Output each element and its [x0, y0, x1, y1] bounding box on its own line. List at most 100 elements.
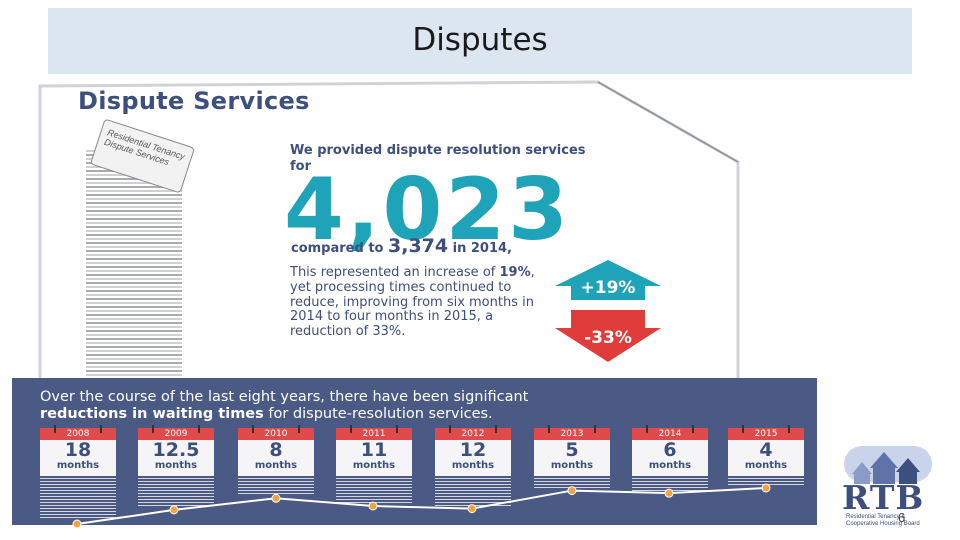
calendar-page: [632, 487, 708, 488]
calendar-page: [336, 496, 412, 497]
calendar-value: 6: [663, 439, 677, 461]
calendar-page: [138, 496, 214, 497]
paper-sheet: [86, 354, 182, 356]
calendar-page: [435, 493, 511, 494]
trend-point: [664, 488, 674, 498]
calendar-page: [40, 502, 116, 503]
paper-sheet: [86, 270, 182, 272]
paper-sheet: [86, 214, 182, 216]
paper-sheet: [86, 290, 182, 292]
calendar-ring-icon: [646, 425, 648, 433]
paper-sheet: [86, 210, 182, 212]
paper-sheet: [86, 302, 182, 304]
calendar-page: [336, 493, 412, 494]
calendar-page: [435, 481, 511, 482]
paper-sheet: [86, 362, 182, 364]
calendar-value: 12: [459, 439, 487, 461]
trend-point: [169, 505, 179, 515]
decrease-arrow-icon: -33%: [553, 310, 663, 362]
slide-title: Disputes: [412, 22, 548, 58]
calendar-year: 2013: [560, 429, 584, 439]
calendar-page: [40, 508, 116, 509]
calendar-page: [238, 490, 314, 491]
logo-mark: RTB: [842, 478, 925, 517]
calendar-page: [40, 490, 116, 491]
calendar-header: [728, 428, 804, 440]
banner-line-2-rest: for dispute-resolution services.: [263, 406, 493, 422]
calendar-page: [40, 484, 116, 485]
trend-point: [567, 486, 577, 496]
banner-text: Over the course of the last eight years,…: [40, 389, 780, 423]
banner-line-2-bold: reductions in waiting times: [40, 406, 264, 422]
calendar-ring-icon: [100, 425, 102, 433]
calendar-ring-icon: [198, 425, 200, 433]
paper-sheet: [86, 274, 182, 276]
decrease-badge: -33%: [584, 328, 632, 348]
total-disputes: 4,023: [284, 160, 572, 260]
calendar-page: [40, 481, 116, 482]
calendar-page: [632, 484, 708, 485]
paper-sheet: [86, 242, 182, 244]
slide-number: 6: [898, 510, 906, 525]
calendar-page: [435, 484, 511, 485]
paper-sheet: [86, 194, 182, 196]
calendar-page: [40, 493, 116, 494]
paper-sheet: [86, 262, 182, 264]
calendar-2012: 2012 12 months: [435, 425, 511, 476]
paper-sheet: [86, 282, 182, 284]
calendar-body: [435, 440, 511, 476]
paper-sheet: [86, 202, 182, 204]
lead-text: We provided dispute resolution services …: [290, 143, 586, 174]
calendar-unit: months: [56, 460, 100, 471]
paper-sheet: [86, 206, 182, 208]
banner-line-1: Over the course of the last eight years,…: [40, 389, 529, 405]
paper-sheet: [86, 254, 182, 256]
paper-sheet: [86, 338, 182, 340]
paper-sheet: [86, 342, 182, 344]
calendar-page: [632, 481, 708, 482]
comparison-line: compared to 3,374 in 2014,: [291, 235, 512, 257]
calendar-page: [534, 481, 610, 482]
paper-sheet: [86, 334, 182, 336]
paper-sheet: [86, 306, 182, 308]
paper-sheet: [86, 182, 182, 184]
calendar-pages: [138, 476, 214, 526]
calendar-ring-icon: [788, 425, 790, 433]
calendar-value: 12.5: [152, 439, 200, 461]
calendar-body: [138, 440, 214, 476]
paper-sheet: [86, 358, 182, 360]
calendar-2014: 2014 6 months: [632, 425, 708, 476]
calendar-ring-icon: [252, 425, 254, 433]
paper-sheet: [86, 234, 182, 236]
calendar-page: [632, 478, 708, 479]
paper-sheet: [86, 330, 182, 332]
calendar-page: [435, 502, 511, 503]
calendar-page: [336, 484, 412, 485]
calendar-unit: months: [154, 460, 198, 471]
calendar-page: [238, 487, 314, 488]
paper-sheet: [86, 190, 182, 192]
trend-polyline: [76, 487, 767, 525]
paper-sheet: [86, 310, 182, 312]
calendar-unit: months: [550, 460, 594, 471]
calendar-page: [40, 514, 116, 515]
paper-sheet: [86, 326, 182, 328]
calendar-pages: [238, 476, 314, 526]
calendar-page: [336, 487, 412, 488]
increase-arrow-icon: +19%: [553, 260, 663, 300]
calendar-year: 2012: [461, 429, 485, 439]
calendar-page: [336, 490, 412, 491]
calendar-year: 2010: [264, 429, 288, 439]
paper-sheet: [86, 374, 182, 376]
calendar-body: [632, 440, 708, 476]
calendar-header: [534, 428, 610, 440]
calendar-ring-icon: [396, 425, 398, 433]
calendar-year: 2008: [66, 429, 90, 439]
calendar-ring-icon: [692, 425, 694, 433]
calendar-year: 2011: [362, 429, 386, 439]
calendar-year: 2009: [164, 429, 188, 439]
calendar-ring-icon: [548, 425, 550, 433]
paper-sheet: [86, 366, 182, 368]
calendar-2010: 2010 8 months: [238, 425, 314, 476]
calendar-ring-icon: [742, 425, 744, 433]
